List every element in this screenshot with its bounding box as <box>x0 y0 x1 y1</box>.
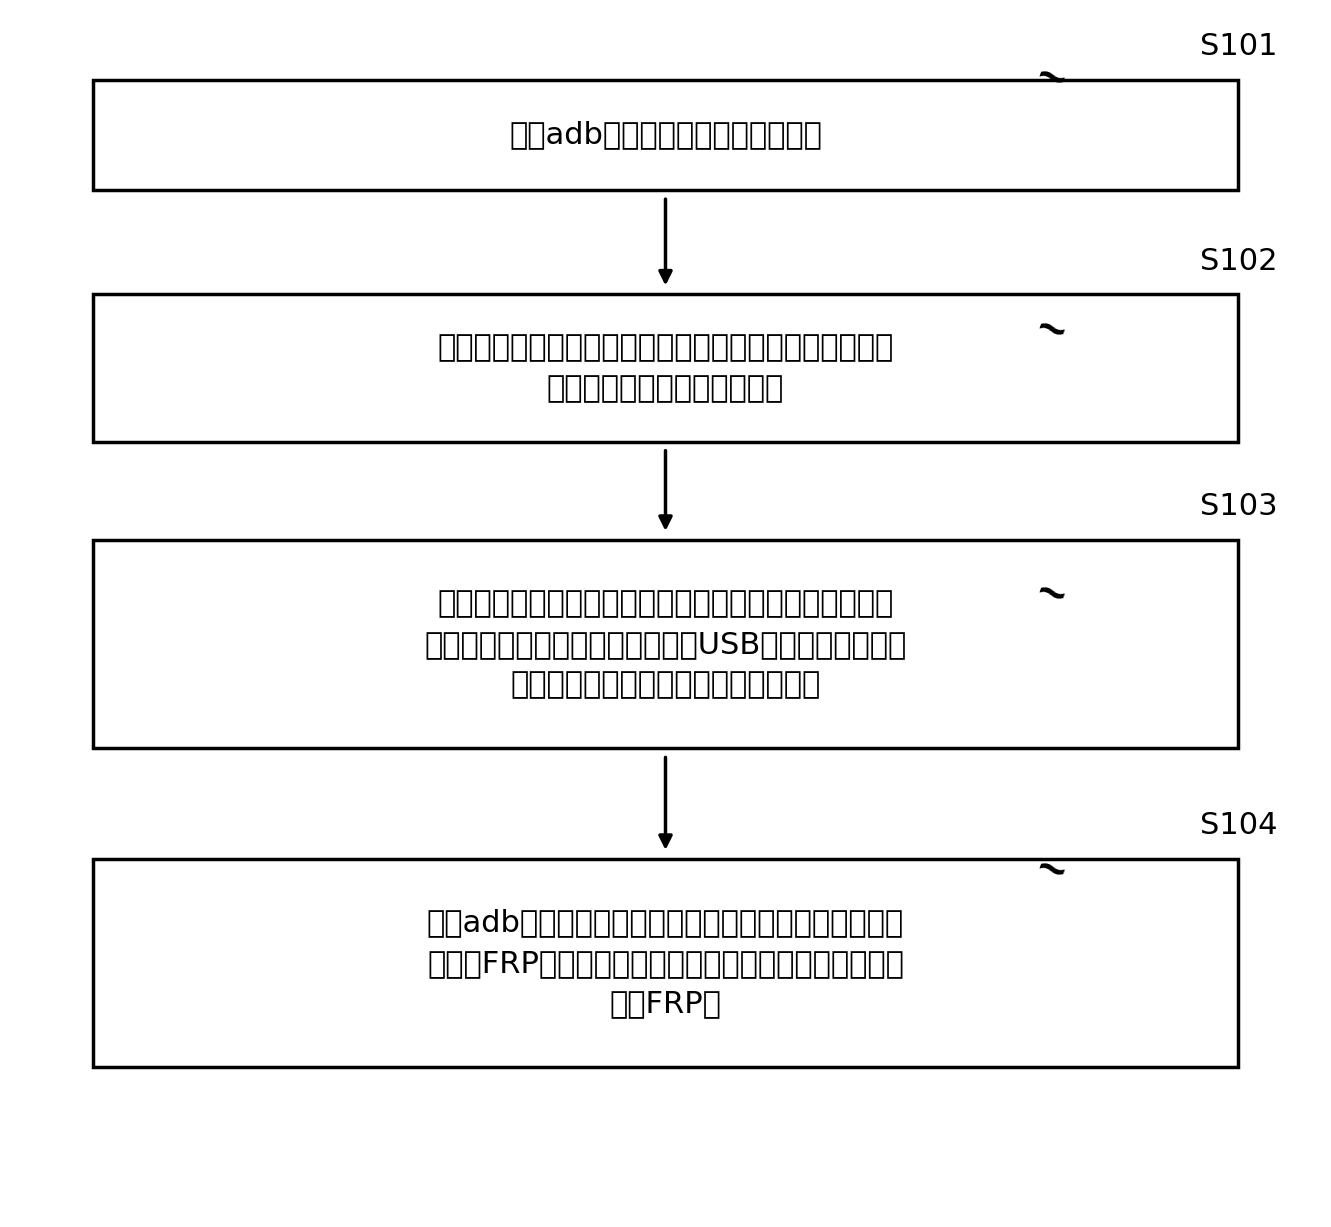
Text: ~: ~ <box>1030 56 1073 103</box>
Text: ~: ~ <box>1030 308 1073 355</box>
Text: 关闭adb进程，连接并调试移动设备: 关闭adb进程，连接并调试移动设备 <box>508 120 823 150</box>
Text: S101: S101 <box>1201 32 1278 61</box>
Text: 构造并通过所述串口发送消息列表至所述移动设备，以控
制所述移动设备打开开发者模式和USB调试开关；其中，
所述消息列表包括多种不同功能的命令: 构造并通过所述串口发送消息列表至所述移动设备，以控 制所述移动设备打开开发者模式… <box>425 589 906 699</box>
FancyBboxPatch shape <box>93 80 1238 190</box>
Text: 发送adb修改设置命令至所述移动设备，以使所述移动设
备绕开FRP锁直接进入桌面并在所述移动设备的系统设置
移除FRP锁: 发送adb修改设置命令至所述移动设备，以使所述移动设 备绕开FRP锁直接进入桌面… <box>427 908 904 1018</box>
Text: S103: S103 <box>1201 492 1278 521</box>
Text: ~: ~ <box>1030 572 1073 618</box>
FancyBboxPatch shape <box>93 540 1238 748</box>
FancyBboxPatch shape <box>93 294 1238 442</box>
FancyBboxPatch shape <box>93 859 1238 1067</box>
Text: 通过打开所述移动设备的工程测试模式，获得通过串口向
所述移动设备发送信息的权限: 通过打开所述移动设备的工程测试模式，获得通过串口向 所述移动设备发送信息的权限 <box>438 334 893 402</box>
Text: S104: S104 <box>1201 811 1278 840</box>
Text: ~: ~ <box>1030 848 1073 894</box>
Text: S102: S102 <box>1201 247 1278 276</box>
